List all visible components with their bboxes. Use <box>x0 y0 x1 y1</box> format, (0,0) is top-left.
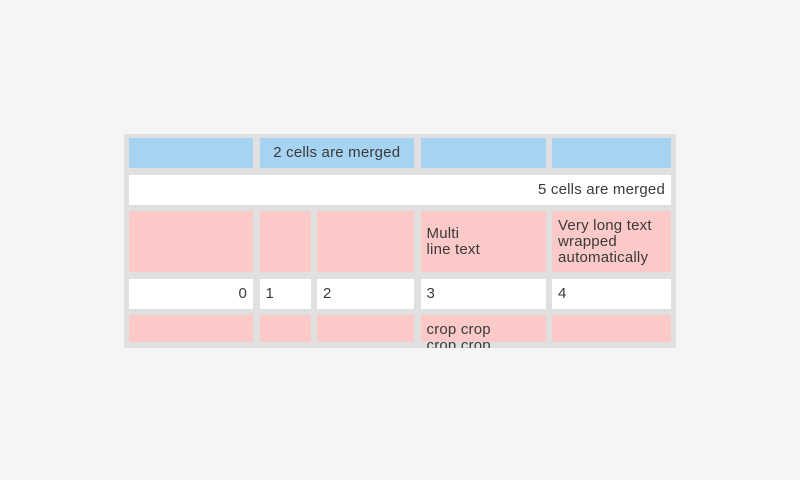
table-cell-r5c5[interactable] <box>552 315 671 348</box>
table-cell-cropped[interactable]: crop crop crop crop <box>420 315 546 349</box>
table-cell-value-2[interactable]: 2 <box>317 278 414 309</box>
table-cell-r5c2[interactable] <box>259 315 311 348</box>
value-4-label: 4 <box>558 284 567 302</box>
cropped-label: crop crop crop crop <box>426 321 491 349</box>
table-grid: 2 cells are merged 5 cells are merged Mu… <box>129 138 671 348</box>
multiline-label: Multi line text <box>426 224 480 258</box>
table-cell-r1c4[interactable] <box>420 138 546 168</box>
table-cell-merged-5[interactable]: 5 cells are merged <box>129 174 671 205</box>
table-cell-r5c1[interactable] <box>129 315 253 348</box>
table-cell-value-3[interactable]: 3 <box>420 278 546 309</box>
table-cell-value-1[interactable]: 1 <box>259 278 311 309</box>
wrapped-label: Very long text wrapped automatically <box>558 216 652 266</box>
table-cell-multiline[interactable]: Multi line text <box>420 211 546 272</box>
merged-5-label: 5 cells are merged <box>538 180 665 198</box>
table-cell-r3c3[interactable] <box>317 211 414 272</box>
merged-2-label: 2 cells are merged <box>273 144 401 161</box>
table-cell-merged-2[interactable]: 2 cells are merged <box>259 138 414 168</box>
value-0-label: 0 <box>238 284 247 302</box>
value-1-label: 1 <box>265 284 275 302</box>
table-cell-r5c3[interactable] <box>317 315 414 348</box>
table-cell-value-4[interactable]: 4 <box>552 278 671 309</box>
table-cell-r3c1[interactable] <box>129 211 253 272</box>
table-widget: 2 cells are merged 5 cells are merged Mu… <box>124 134 676 348</box>
value-2-label: 2 <box>323 284 332 302</box>
value-3-label: 3 <box>426 284 436 302</box>
table-cell-r3c2[interactable] <box>259 211 311 272</box>
table-cell-r1c5[interactable] <box>552 138 671 168</box>
table-cell-value-0[interactable]: 0 <box>129 278 253 309</box>
table-cell-wrapped[interactable]: Very long text wrapped automatically <box>552 211 671 272</box>
table-cell-r1c1[interactable] <box>129 138 253 168</box>
